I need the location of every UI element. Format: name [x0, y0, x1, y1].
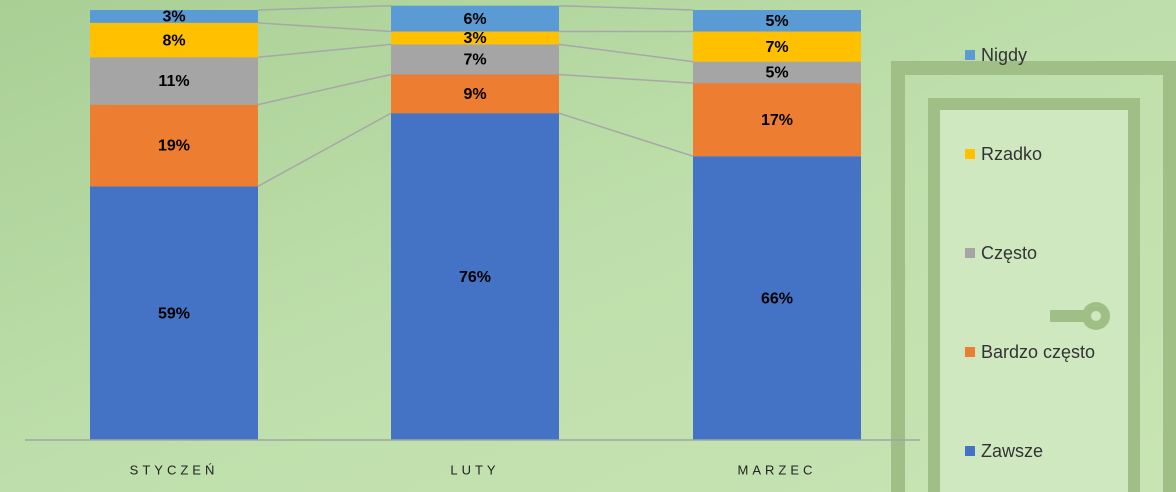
legend-swatch: [965, 347, 975, 357]
legend-label: Rzadko: [981, 144, 1042, 164]
x-tick-label: LUTY: [450, 462, 499, 477]
data-label: 5%: [765, 65, 788, 82]
door-knob-hole: [1091, 311, 1101, 321]
data-label: 11%: [158, 73, 189, 90]
chart: 59% 19% 11% 8% 3% STYCZEŃ 76% 9% 7% 3% 6% LUTY 66% 17…: [0, 0, 1176, 492]
data-label: 8%: [162, 32, 185, 49]
data-label: 76%: [459, 269, 491, 286]
data-label: 3%: [463, 30, 486, 47]
legend-swatch: [965, 248, 975, 258]
legend-label: Zawsze: [981, 441, 1043, 461]
x-tick-label: STYCZEŃ: [130, 462, 219, 477]
legend-swatch: [965, 446, 975, 456]
data-label: 17%: [761, 112, 793, 129]
data-label: 3%: [162, 9, 185, 26]
data-label: 6%: [463, 11, 486, 28]
legend-swatch: [965, 149, 975, 159]
legend-label: Często: [981, 243, 1037, 263]
data-label: 7%: [463, 52, 486, 69]
data-label: 5%: [765, 13, 788, 30]
legend-label: Bardzo często: [981, 342, 1095, 362]
data-label: 59%: [158, 305, 190, 322]
data-label: 9%: [463, 86, 486, 103]
x-tick-label: MARZEC: [738, 462, 817, 477]
legend-label: Nigdy: [981, 45, 1027, 65]
data-label: 19%: [158, 138, 190, 155]
legend-swatch: [965, 50, 975, 60]
data-label: 7%: [765, 39, 788, 56]
data-label: 66%: [761, 290, 793, 307]
